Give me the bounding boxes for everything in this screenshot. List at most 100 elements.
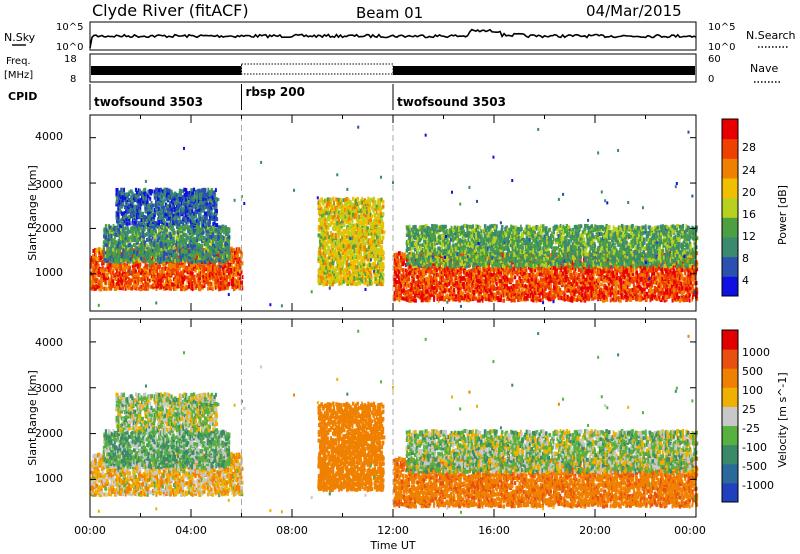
power-cell	[154, 278, 157, 283]
power-cell	[224, 283, 227, 288]
power-cell	[370, 197, 373, 202]
power-cell	[132, 266, 135, 271]
power-cell	[488, 264, 491, 269]
power-cell	[353, 215, 356, 220]
power-cell	[185, 265, 189, 270]
power-cell	[122, 265, 125, 270]
power-cell	[150, 224, 153, 229]
power-cell	[380, 224, 383, 229]
power-cell	[424, 271, 427, 276]
power-cell	[219, 246, 223, 251]
power-cell	[148, 268, 152, 273]
power-cell	[178, 229, 182, 234]
power-cell	[353, 276, 357, 281]
power-cell	[331, 248, 334, 253]
power-cell	[134, 193, 138, 198]
power-cell	[414, 280, 418, 285]
power-cell	[224, 269, 227, 274]
power-cell	[176, 205, 179, 210]
power-cell	[174, 201, 178, 206]
power-cell	[112, 224, 115, 229]
power-cell	[176, 225, 179, 230]
freq-unit-label: [MHz]	[4, 70, 33, 81]
power-cell	[396, 273, 400, 278]
power-cell	[402, 270, 405, 275]
power-cell	[195, 244, 199, 249]
power-cell	[372, 253, 375, 258]
power-cell	[139, 249, 143, 254]
power-cell	[213, 220, 216, 225]
power-cell	[155, 190, 158, 195]
power-cell	[479, 264, 482, 269]
power-cell	[240, 269, 243, 274]
power-cell	[167, 258, 171, 263]
power-cell	[339, 261, 343, 266]
power-cell	[197, 267, 201, 272]
power-cell	[145, 209, 148, 214]
power-cell	[358, 231, 362, 236]
power-cell	[214, 279, 218, 284]
power-cell	[478, 274, 481, 279]
power-cell	[132, 196, 136, 201]
power-cell	[228, 254, 231, 259]
power-cell	[344, 274, 347, 279]
power-cell	[166, 255, 168, 260]
power-cell	[185, 205, 188, 210]
power-cell	[209, 260, 212, 265]
power-cell	[339, 245, 343, 250]
power-cell	[222, 243, 226, 248]
power-cell	[204, 221, 207, 226]
power-cell	[208, 189, 212, 194]
power-cell	[196, 242, 199, 247]
power-cell	[198, 270, 201, 275]
power-cell	[186, 270, 190, 275]
power-cell	[165, 193, 170, 198]
power-cell	[230, 251, 233, 256]
power-cell	[145, 270, 148, 275]
power-cell	[367, 271, 371, 276]
power-cell	[173, 191, 177, 196]
power-cell	[381, 221, 385, 226]
power-cell	[394, 286, 398, 291]
power-cell	[350, 223, 353, 228]
power-cell	[352, 234, 355, 239]
power-cell	[459, 283, 463, 288]
power-cell	[105, 228, 108, 233]
power-cell	[322, 241, 325, 246]
power-cell	[205, 226, 208, 231]
power-cell	[373, 277, 376, 282]
power-cell	[215, 239, 217, 244]
power-cell	[128, 217, 130, 222]
power-cell	[319, 251, 322, 256]
power-cell	[164, 222, 168, 227]
power-cell	[113, 276, 117, 281]
power-cell	[405, 257, 408, 262]
power-cell	[179, 263, 184, 268]
power-cell	[325, 276, 327, 281]
power-cell	[324, 249, 327, 254]
power-cell	[448, 270, 451, 275]
power-cell	[130, 195, 133, 200]
power-cell	[124, 247, 129, 252]
power-cell	[140, 252, 144, 257]
power-cell	[120, 267, 123, 272]
power-cell	[118, 230, 121, 235]
power-cell	[447, 275, 451, 280]
power-cell	[194, 242, 197, 247]
power-cell	[99, 268, 103, 273]
power-cell	[345, 197, 349, 202]
power-cell	[448, 275, 451, 280]
power-cell	[200, 227, 203, 232]
power-cell	[333, 210, 336, 215]
power-cell	[331, 267, 335, 272]
power-cell	[440, 289, 444, 294]
freq-tick-bottom: 8	[70, 74, 76, 85]
power-cell	[191, 204, 195, 209]
power-cell	[134, 256, 137, 261]
power-cell	[422, 267, 425, 272]
power-cell	[167, 272, 171, 277]
power-cell	[489, 294, 492, 299]
power-cell	[177, 251, 180, 256]
power-cell	[334, 251, 338, 256]
power-cell	[370, 235, 373, 240]
